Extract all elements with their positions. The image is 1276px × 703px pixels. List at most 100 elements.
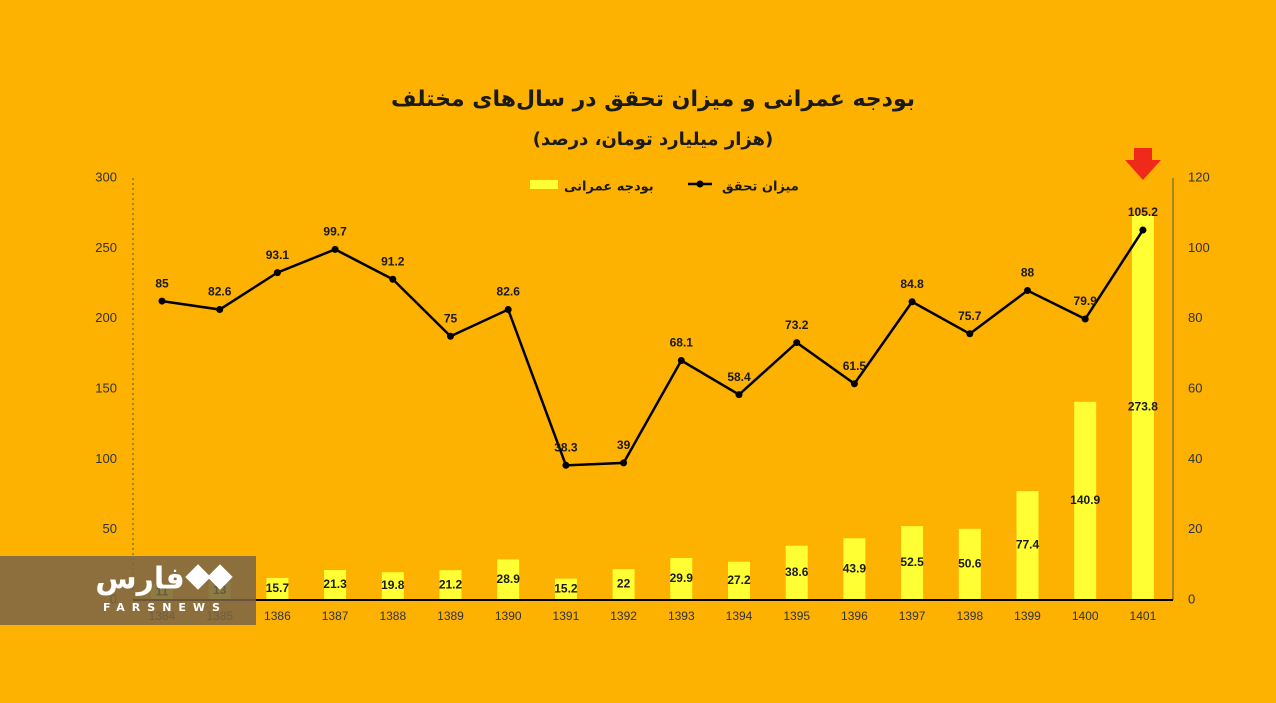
bar-value-label: 29.9 xyxy=(670,571,694,585)
y-tick-label: 200 xyxy=(95,310,117,325)
line-value-label: 75.7 xyxy=(958,309,982,323)
y-tick-label: 300 xyxy=(95,169,117,184)
bar xyxy=(901,526,924,600)
line-value-label: 79.9 xyxy=(1074,294,1098,308)
line xyxy=(161,229,1144,467)
x-tick-label: 1392 xyxy=(610,609,637,623)
logo-text: فارس xyxy=(95,562,185,597)
bar-value-label: 21.3 xyxy=(323,577,347,591)
y-tick-label: 250 xyxy=(95,240,117,255)
line-point xyxy=(216,306,224,314)
bar-value-label: 38.6 xyxy=(785,565,809,579)
line-value-label: 82.6 xyxy=(497,285,521,299)
bar xyxy=(1074,401,1097,600)
bar-value-label: 21.2 xyxy=(439,577,463,591)
bar-value-label: 27.2 xyxy=(727,573,751,587)
y-tick-label: 150 xyxy=(95,380,117,395)
y2-tick-label: 20 xyxy=(1188,521,1202,536)
bar xyxy=(612,569,635,600)
line-value-label: 75 xyxy=(444,311,458,325)
line-point xyxy=(677,357,685,365)
x-tick-label: 1395 xyxy=(783,609,810,623)
line-point xyxy=(331,245,339,253)
bar xyxy=(728,561,750,600)
bar xyxy=(324,570,347,600)
y2-tick-label: 120 xyxy=(1188,169,1210,184)
line-point xyxy=(850,380,858,388)
bar xyxy=(266,577,289,600)
y2-tick-label: 60 xyxy=(1188,380,1202,395)
bar xyxy=(958,528,981,600)
bar xyxy=(439,570,462,600)
line-point xyxy=(1139,226,1147,234)
line-value-label: 38.3 xyxy=(554,440,578,454)
bar xyxy=(554,578,577,600)
bar xyxy=(1016,491,1039,600)
logo-box xyxy=(0,556,256,625)
y2-tick-label: 40 xyxy=(1188,451,1202,466)
bar-value-label: 140.9 xyxy=(1070,493,1100,507)
x-tick-label: 1397 xyxy=(899,609,926,623)
bar-value-label: 43.9 xyxy=(843,561,867,575)
line-value-label: 99.7 xyxy=(323,225,347,239)
bar-value-label: 19.8 xyxy=(381,578,405,592)
bar xyxy=(785,545,808,600)
bar-value-label: 22 xyxy=(617,577,631,591)
line-point xyxy=(389,275,397,283)
x-tick-label: 1386 xyxy=(264,609,291,623)
line-point xyxy=(562,461,570,469)
line-point xyxy=(158,297,166,305)
bar-value-label: 273.8 xyxy=(1128,400,1158,414)
logo-sub: FARSNEWS xyxy=(103,601,227,614)
legend-swatch xyxy=(530,180,558,189)
logo: فارس FARSNEWS xyxy=(0,556,256,625)
x-tick-label: 1390 xyxy=(495,609,522,623)
line-value-label: 61.5 xyxy=(843,359,867,373)
line-point xyxy=(504,306,512,314)
y-tick-label: 50 xyxy=(103,521,117,536)
bar-value-label: 15.2 xyxy=(554,581,578,595)
line-value-label: 93.1 xyxy=(266,248,290,262)
bar xyxy=(670,557,693,600)
x-tick-label: 1389 xyxy=(437,609,464,623)
line-point xyxy=(966,330,974,338)
legend-label: میزان تحقق xyxy=(722,180,799,195)
line-point xyxy=(908,298,916,306)
line-value-label: 68.1 xyxy=(670,336,694,350)
y2-tick-label: 0 xyxy=(1188,591,1195,606)
line-point xyxy=(620,459,628,467)
x-tick-label: 1387 xyxy=(322,609,349,623)
line-value-label: 85 xyxy=(155,276,169,290)
x-tick-label: 1400 xyxy=(1072,609,1099,623)
bar xyxy=(843,538,866,600)
line-point xyxy=(735,391,743,399)
line-value-label: 105.2 xyxy=(1128,205,1158,219)
y2-tick-label: 80 xyxy=(1188,310,1202,325)
x-tick-label: 1398 xyxy=(956,609,983,623)
bar-value-label: 28.9 xyxy=(497,572,521,586)
line-value-label: 58.4 xyxy=(727,370,751,384)
bar-value-label: 50.6 xyxy=(958,557,982,571)
chart-title: بودجه عمرانی و میزان تحقق در سال‌های مخت… xyxy=(391,87,915,112)
logo-icon xyxy=(185,564,233,590)
x-tick-label: 1401 xyxy=(1130,609,1157,623)
bar-value-label: 52.5 xyxy=(900,555,924,569)
line-value-label: 82.6 xyxy=(208,285,232,299)
line-value-label: 84.8 xyxy=(900,277,924,291)
x-tick-label: 1394 xyxy=(726,609,753,623)
bar xyxy=(497,559,520,600)
x-tick-label: 1393 xyxy=(668,609,695,623)
line-value-label: 73.2 xyxy=(785,318,809,332)
line-value-label: 39 xyxy=(617,438,631,452)
y-tick-label: 100 xyxy=(95,451,117,466)
arrow xyxy=(1125,148,1161,180)
x-tick-label: 1388 xyxy=(379,609,406,623)
line-point xyxy=(1024,287,1031,295)
bar-value-label: 15.7 xyxy=(266,581,290,595)
x-tick-label: 1399 xyxy=(1014,609,1041,623)
line-point xyxy=(447,332,454,340)
bar xyxy=(1131,214,1154,600)
bar-value-label: 77.4 xyxy=(1016,538,1040,552)
x-tick-label: 1396 xyxy=(841,609,868,623)
